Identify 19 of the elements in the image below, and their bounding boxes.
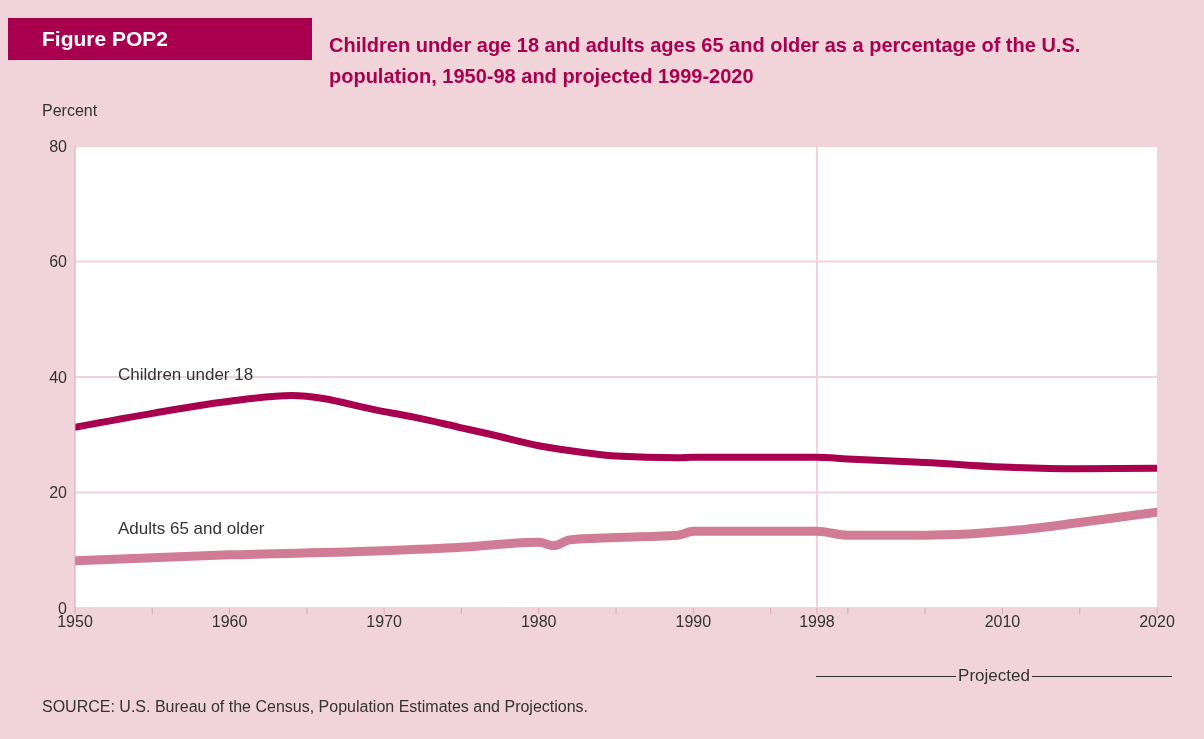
x-tick-label: 2020 [1139, 613, 1175, 631]
y-tick-label: 80 [49, 137, 68, 155]
chart-title: Children under age 18 and adults ages 65 and older as a percentage of the U.S. population, 1950-98 and projected 1999-2020 [329, 33, 1082, 89]
y-tick-label: 40 [49, 368, 68, 386]
x-tick-label: 1970 [366, 613, 403, 631]
series-label: Children under 18 [118, 365, 254, 386]
x-tick-label: 1998 [799, 613, 835, 631]
y-axis-title: Percent [42, 102, 98, 120]
x-tick-label: 1950 [57, 613, 93, 631]
x-tick-label: 1960 [211, 613, 248, 631]
x-tick-label: 2010 [984, 613, 1021, 631]
series-label: Adults 65 and older [118, 518, 265, 539]
y-tick-label: 20 [49, 484, 68, 502]
text: Projected [957, 666, 1031, 686]
source-note: SOURCE: U.S. Bureau of the Census, Population Estimates and Projections. [42, 698, 589, 716]
x-tick-label: 1990 [675, 613, 712, 631]
x-tick-label: 1980 [520, 613, 557, 631]
y-tick-label: 60 [49, 253, 68, 271]
text: Figure POP2 [8, 18, 312, 60]
